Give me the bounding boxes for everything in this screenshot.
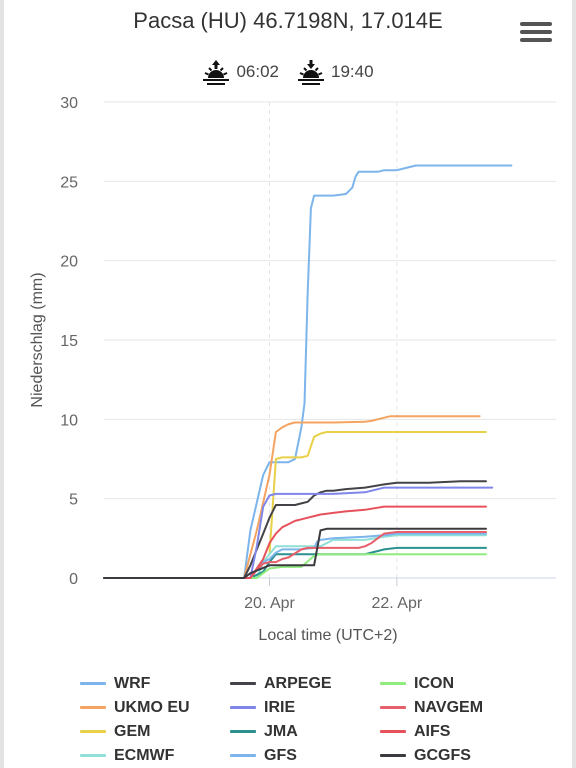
legend-label: JMA [264,722,298,740]
legend-swatch [380,682,406,685]
x-tick-label: 20. Apr [244,595,295,612]
precipitation-chart: 0 5 10 15 20 25 30 20. Apr 22. Apr Local time (U… [29,95,556,644]
sunrise-icon [202,58,230,86]
legend-item-wrf[interactable]: WRF [80,672,230,695]
hamburger-menu-icon[interactable] [520,22,552,48]
legend-item-ukmo-eu[interactable]: UKMO EU [80,696,230,719]
series-line-wrf [103,164,513,579]
legend-swatch [230,706,256,709]
series-line-gcgfs [103,527,487,579]
series-lines [103,164,513,579]
legend-swatch [80,730,106,733]
y-tick-label: 30 [60,95,78,112]
series-line-ukmo-eu [103,415,481,579]
legend-item-ecmwf[interactable]: ECMWF [80,744,230,767]
y-tick-label: 20 [60,254,78,271]
legend-item-navgem[interactable]: NAVGEM [380,696,530,719]
grid [104,101,556,579]
y-tick-label: 0 [69,571,78,588]
legend-swatch [80,706,106,709]
legend-label: GEM [114,722,151,740]
y-tick-label: 5 [69,492,78,509]
sunset-icon [297,58,325,86]
sunset-time: 19:40 [331,62,374,81]
sun-times: 06:02 19:40 [0,58,576,86]
legend-swatch [380,754,406,757]
legend-label: WRF [114,674,151,692]
series-line-arpege [103,480,487,579]
legend-label: UKMO EU [114,698,190,716]
legend-item-gcgfs[interactable]: GCGFS [380,744,530,767]
legend-label: GCGFS [414,746,471,764]
series-line-ecmwf [103,534,487,579]
legend-item-gfs[interactable]: GFS [230,744,380,767]
legend-label: IRIE [264,698,296,716]
legend-swatch [380,706,406,709]
series-line-irie [103,486,494,579]
x-axis-title: Local time (UTC+2) [258,627,397,644]
legend-label: GFS [264,746,297,764]
right-edge-shadow [572,0,576,768]
legend-label: ARPEGE [264,674,332,692]
legend-item-arpege[interactable]: ARPEGE [230,672,380,695]
legend-item-gem[interactable]: GEM [80,720,230,743]
legend-swatch [80,682,106,685]
legend-swatch [380,730,406,733]
x-tick-label: 22. Apr [371,595,422,612]
axes: 0 5 10 15 20 25 30 20. Apr 22. Apr [60,95,556,612]
chart-title: Pacsa (HU) 46.7198N, 17.014E [133,8,443,33]
series-line-icon [103,553,487,579]
legend-swatch [230,730,256,733]
legend-item-icon[interactable]: ICON [380,672,530,695]
legend-label: NAVGEM [414,698,484,716]
legend-item-jma[interactable]: JMA [230,720,380,743]
series-line-aifs [103,505,487,579]
sunrise-time: 06:02 [236,62,279,81]
series-line-gfs [103,532,487,579]
left-edge-shadow [0,0,4,768]
y-tick-label: 10 [60,412,78,429]
legend-swatch [230,754,256,757]
legend-item-aifs[interactable]: AIFS [380,720,530,743]
legend-label: AIFS [414,722,451,740]
legend-label: ICON [414,674,454,692]
y-axis-title: Niederschlag (mm) [29,272,46,407]
legend: WRF ARPEGE ICON UKMO EU IRIE NAVGEM GEM JMA AIFS… [80,672,550,767]
legend-label: ECMWF [114,746,175,764]
legend-swatch [230,682,256,685]
y-tick-label: 25 [60,174,78,191]
legend-swatch [80,754,106,757]
y-tick-label: 15 [60,333,78,350]
legend-item-irie[interactable]: IRIE [230,696,380,719]
